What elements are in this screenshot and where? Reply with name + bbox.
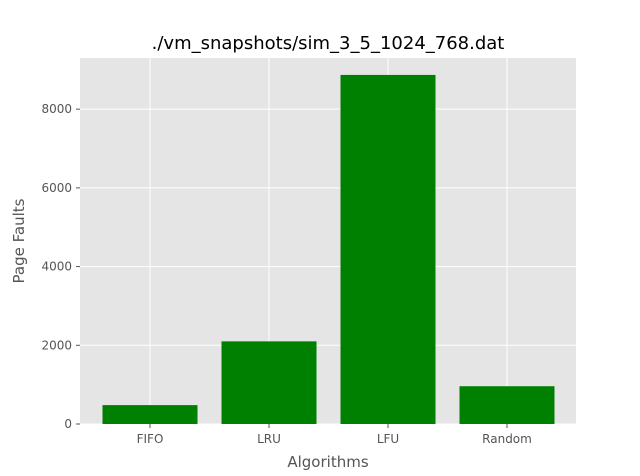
y-tick-label: 6000	[41, 181, 72, 195]
x-axis-ticks: FIFO LRU LFU Random	[137, 424, 532, 446]
bar-random	[459, 386, 555, 424]
y-axis-ticks: 0 2000 4000 6000 8000	[41, 102, 80, 431]
y-tick-label: 4000	[41, 260, 72, 274]
x-tick-label-random: Random	[482, 432, 532, 446]
y-axis-label: Page Faults	[10, 198, 28, 283]
plot-area	[80, 58, 576, 424]
bar-fifo	[102, 405, 198, 424]
x-tick-label-lru: LRU	[257, 432, 281, 446]
x-tick-label-lfu: LFU	[377, 432, 399, 446]
y-tick-label: 8000	[41, 102, 72, 116]
x-axis-label: Algorithms	[287, 453, 368, 471]
bars	[102, 74, 555, 424]
y-tick-label: 2000	[41, 338, 72, 352]
y-tick-label: 0	[64, 417, 72, 431]
x-tick-label-fifo: FIFO	[137, 432, 164, 446]
chart-title: ./vm_snapshots/sim_3_5_1024_768.dat	[152, 33, 505, 54]
bar-lru	[221, 341, 317, 424]
bar-lfu	[340, 74, 436, 424]
grid-lines	[80, 58, 576, 425]
